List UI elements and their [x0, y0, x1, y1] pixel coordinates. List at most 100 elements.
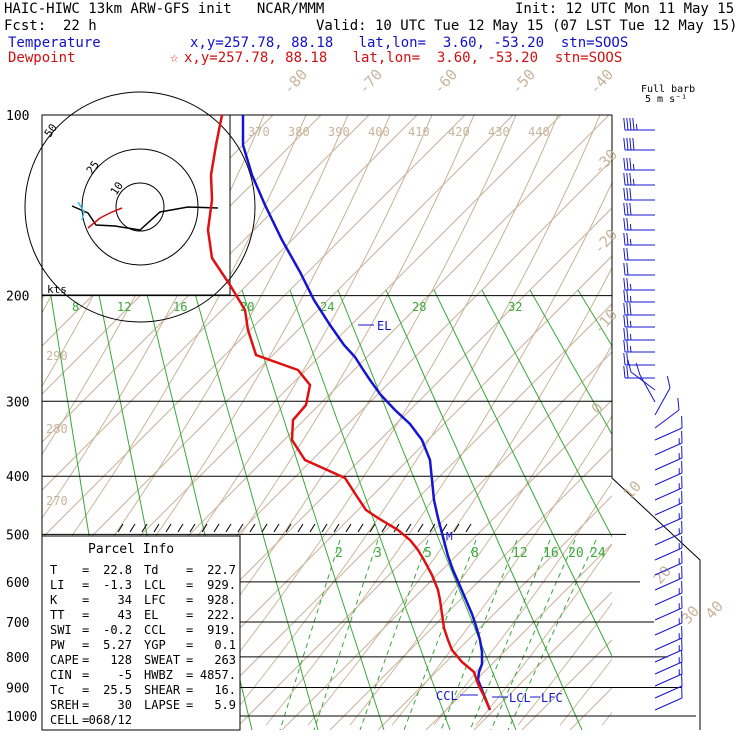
parcel-param-value: 34: [118, 593, 132, 607]
wind-barb-flag: [629, 283, 632, 291]
wind-barb: [654, 535, 683, 561]
isotherm-line: [42, 115, 466, 539]
moist-adiabat-line: [577, 289, 612, 347]
dry-adiabat-line: [265, 181, 612, 726]
parcel-equals: =: [186, 668, 193, 682]
wind-barb-staff: [654, 472, 683, 486]
wind-barb-flag: [623, 217, 626, 231]
tick-mark: [261, 523, 268, 533]
tick-mark: [357, 523, 364, 533]
tick-mark: [405, 523, 412, 533]
wind-barb: [623, 137, 655, 151]
wind-barb: [654, 520, 683, 546]
wind-barb-staff: [654, 532, 683, 546]
wind-barb: [654, 673, 683, 699]
isotherm-line: [714, 115, 740, 730]
parcel-equals: =: [186, 683, 193, 697]
wind-barb-flag: [626, 327, 629, 341]
tick-mark: [153, 523, 160, 533]
parcel-param-value: 16.: [214, 683, 236, 697]
mixing-ratio-line: [313, 539, 379, 730]
wind-barb: [654, 610, 683, 636]
theta-label: 410: [408, 125, 430, 139]
parcel-param-value: 25.5: [103, 683, 132, 697]
parcel-param-value: -0.2: [103, 623, 132, 637]
mixing-ratio-line: [490, 539, 576, 730]
tick-mark: [429, 523, 436, 533]
wind-barb-flag: [623, 262, 626, 276]
parcel-param-name: SHEAR: [144, 683, 181, 697]
wind-barb-flag: [626, 247, 629, 261]
wind-barb: [623, 352, 655, 366]
moist-adiabat-line: [529, 289, 612, 436]
isotherm-line: [281, 399, 612, 730]
wind-barb-flag: [629, 223, 632, 231]
skew-isotherm-label: -60: [430, 65, 462, 97]
isotherm-line: [425, 543, 612, 730]
dry-adiabat-line: [601, 711, 612, 726]
wind-barb: [654, 397, 680, 429]
wind-barb: [623, 262, 655, 276]
ccl-label: CCL: [436, 689, 458, 703]
parcel-param-name: CAPE: [50, 653, 79, 667]
isotherm-line: [473, 591, 612, 730]
parcel-equals: =: [186, 638, 193, 652]
parcel-param-name: LCL: [144, 578, 166, 592]
skew-isotherm-label: -80: [280, 65, 312, 97]
wind-barb: [623, 157, 655, 171]
parcel-param-value: 22.8: [103, 563, 132, 577]
wind-barb: [654, 475, 683, 501]
wind-barb-flag: [629, 295, 632, 303]
parcel-info-title: Parcel Info: [88, 542, 174, 557]
wind-barb-flag: [623, 289, 626, 303]
wind-barb-staff: [654, 502, 683, 516]
mixing-ratio-line: [403, 539, 477, 730]
dry-adiabat-line: [517, 602, 612, 726]
isotherm-label: 8: [72, 300, 79, 314]
dry-adiabat-line: [307, 266, 612, 726]
parcel-equals: =: [82, 638, 89, 652]
wind-barb-staff: [654, 622, 683, 636]
wind-barb: [623, 187, 655, 201]
wind-barb-flag: [626, 187, 629, 201]
pressure-label: 600: [6, 576, 29, 591]
wind-barb-flag: [623, 302, 626, 316]
wind-barb-staff: [654, 685, 683, 699]
wind-barb-flag: [629, 302, 632, 316]
parcel-param-name: SWI: [50, 623, 72, 637]
parcel-param-name: K: [50, 593, 58, 607]
wind-barb: [654, 375, 671, 416]
wind-barb-flag: [623, 365, 626, 379]
dry-adiabat-line: [223, 115, 601, 726]
pressure-label: 1000: [6, 710, 37, 725]
parcel-param-name: TT: [50, 608, 64, 622]
wind-barb: [623, 202, 655, 216]
dewpoint-marker-icon: ☆: [170, 50, 179, 66]
wind-barb-flag: [632, 137, 635, 151]
skew-isotherm-label: -70: [355, 65, 387, 97]
mixing-ratio-label: 20: [568, 546, 584, 561]
wind-barb-flag: [626, 137, 629, 151]
parcel-equals: =: [186, 623, 193, 637]
wind-barb-staff: [654, 661, 683, 675]
parcel-param-name: Tc: [50, 683, 64, 697]
parcel-param-value: 928.: [207, 593, 236, 607]
wind-barb-flag: [635, 123, 638, 131]
mixing-ratio-line: [359, 539, 429, 730]
skew-isotherm-label: -20: [590, 225, 622, 257]
dry-adiabat-line: [0, 115, 12, 725]
isotherm-line: [185, 303, 612, 730]
parcel-param-name: Td: [144, 563, 158, 577]
wind-barb: [654, 460, 683, 486]
wind-barb: [623, 217, 655, 231]
mixing-ratio-label: 5: [424, 546, 432, 561]
wind-barb-flag: [623, 187, 626, 201]
wind-barb: [623, 232, 655, 246]
wind-barb: [654, 505, 683, 531]
wind-barb: [654, 445, 683, 471]
parcel-equals: =: [82, 578, 89, 592]
wind-barb-flag: [623, 247, 626, 261]
wind-barb: [654, 625, 683, 651]
parcel-equals: =: [82, 713, 89, 727]
theta-label: 420: [448, 125, 470, 139]
